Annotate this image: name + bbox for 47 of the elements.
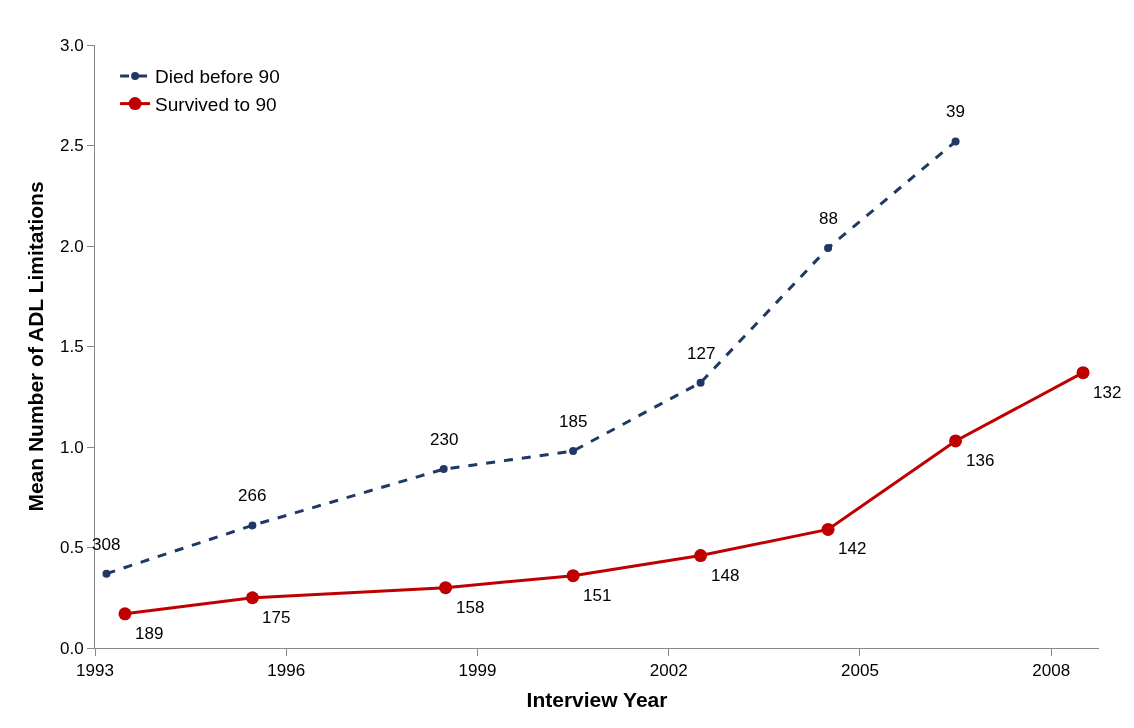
annotation: 132 bbox=[1093, 383, 1122, 402]
point bbox=[569, 447, 578, 456]
point bbox=[824, 244, 833, 253]
annotation: 151 bbox=[583, 586, 612, 605]
y-tick-label: 0.0 bbox=[59, 638, 84, 658]
annotation: 189 bbox=[135, 624, 164, 643]
point bbox=[694, 549, 708, 563]
annotation: 158 bbox=[456, 598, 485, 617]
point bbox=[951, 137, 960, 146]
annotation: 175 bbox=[262, 608, 291, 627]
x-tick-label: 2002 bbox=[649, 661, 688, 681]
annotation: 185 bbox=[559, 412, 588, 431]
x-tick-label: 2005 bbox=[841, 661, 879, 681]
x-tick-label: 1993 bbox=[76, 661, 114, 681]
annotation: 88 bbox=[819, 209, 838, 228]
annotation: 136 bbox=[966, 451, 995, 470]
annotation: 148 bbox=[711, 566, 740, 585]
point bbox=[1076, 366, 1090, 380]
annotation: 230 bbox=[430, 430, 459, 449]
legend-label: Died before 90 bbox=[155, 66, 280, 88]
annotation: 266 bbox=[238, 486, 267, 505]
y-axis-title: Mean Number of ADL Limitations bbox=[24, 181, 48, 512]
point bbox=[102, 569, 111, 578]
y-tick-label: 0.5 bbox=[59, 538, 84, 558]
annotation: 308 bbox=[92, 535, 121, 554]
point bbox=[248, 521, 257, 530]
point bbox=[949, 434, 963, 448]
x-axis-title: Interview Year bbox=[526, 687, 668, 711]
point bbox=[118, 607, 132, 621]
annotation: 39 bbox=[946, 102, 965, 121]
point bbox=[821, 522, 835, 536]
y-tick-label: 1.0 bbox=[59, 437, 84, 457]
x-tick-label: 2008 bbox=[1032, 661, 1071, 681]
point bbox=[566, 569, 580, 583]
y-tick-label: 3.0 bbox=[59, 35, 84, 55]
annotation: 127 bbox=[687, 344, 716, 363]
annotation: 142 bbox=[838, 539, 867, 558]
x-tick-label: 1996 bbox=[267, 661, 306, 681]
point bbox=[439, 465, 448, 474]
y-tick-label: 2.5 bbox=[59, 136, 84, 156]
legend-label: Survived to 90 bbox=[155, 94, 277, 116]
point bbox=[245, 591, 259, 605]
y-tick-label: 2.0 bbox=[59, 236, 84, 256]
x-tick-label: 1999 bbox=[458, 661, 497, 681]
point bbox=[439, 581, 453, 595]
point bbox=[696, 378, 705, 387]
y-tick-label: 1.5 bbox=[59, 337, 84, 357]
